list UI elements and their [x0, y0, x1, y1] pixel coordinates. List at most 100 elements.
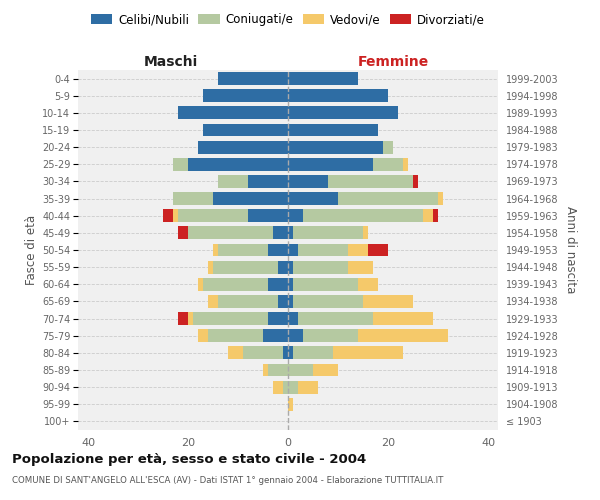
Bar: [263, 330, 288, 342]
Bar: [373, 158, 403, 170]
Bar: [288, 226, 293, 239]
Bar: [213, 192, 288, 205]
Bar: [248, 210, 288, 222]
Bar: [188, 226, 273, 239]
Text: Maschi: Maschi: [144, 55, 198, 69]
Bar: [363, 226, 368, 239]
Bar: [288, 346, 293, 360]
Bar: [298, 380, 318, 394]
Bar: [218, 72, 288, 85]
Bar: [188, 158, 288, 170]
Bar: [383, 140, 393, 153]
Bar: [188, 312, 193, 325]
Bar: [303, 330, 358, 342]
Bar: [263, 364, 268, 376]
Bar: [288, 210, 303, 222]
Bar: [198, 330, 208, 342]
Bar: [288, 72, 358, 85]
Bar: [293, 260, 348, 274]
Bar: [198, 278, 203, 290]
Bar: [288, 140, 383, 153]
Bar: [288, 124, 378, 136]
Bar: [293, 226, 363, 239]
Bar: [268, 364, 288, 376]
Bar: [248, 175, 288, 188]
Bar: [293, 278, 358, 290]
Bar: [213, 260, 278, 274]
Bar: [288, 364, 313, 376]
Bar: [288, 380, 298, 394]
Bar: [288, 312, 298, 325]
Bar: [273, 226, 288, 239]
Bar: [218, 244, 268, 256]
Bar: [313, 364, 338, 376]
Bar: [338, 192, 438, 205]
Bar: [193, 312, 268, 325]
Bar: [288, 398, 293, 410]
Bar: [288, 278, 293, 290]
Bar: [303, 210, 423, 222]
Bar: [363, 295, 413, 308]
Bar: [208, 330, 263, 342]
Y-axis label: Fasce di età: Fasce di età: [25, 215, 38, 285]
Bar: [283, 380, 288, 394]
Bar: [288, 192, 338, 205]
Bar: [288, 244, 298, 256]
Bar: [358, 330, 448, 342]
Bar: [198, 140, 288, 153]
Bar: [348, 260, 373, 274]
Bar: [163, 210, 173, 222]
Bar: [373, 312, 433, 325]
Text: COMUNE DI SANT'ANGELO ALL'ESCA (AV) - Dati ISTAT 1° gennaio 2004 - Elaborazione : COMUNE DI SANT'ANGELO ALL'ESCA (AV) - Da…: [12, 476, 443, 485]
Bar: [218, 295, 278, 308]
Bar: [173, 210, 178, 222]
Bar: [403, 158, 408, 170]
Text: Popolazione per età, sesso e stato civile - 2004: Popolazione per età, sesso e stato civil…: [12, 452, 366, 466]
Bar: [218, 175, 248, 188]
Bar: [288, 295, 293, 308]
Bar: [208, 295, 218, 308]
Bar: [178, 210, 248, 222]
Bar: [208, 260, 213, 274]
Bar: [173, 158, 188, 170]
Bar: [243, 346, 283, 360]
Bar: [203, 124, 288, 136]
Bar: [268, 244, 288, 256]
Bar: [288, 260, 293, 274]
Bar: [273, 380, 283, 394]
Y-axis label: Anni di nascita: Anni di nascita: [564, 206, 577, 294]
Bar: [278, 295, 288, 308]
Bar: [293, 346, 333, 360]
Bar: [178, 226, 188, 239]
Bar: [178, 106, 288, 120]
Bar: [283, 346, 288, 360]
Bar: [433, 210, 438, 222]
Bar: [178, 312, 188, 325]
Bar: [413, 175, 418, 188]
Bar: [203, 90, 288, 102]
Bar: [288, 158, 373, 170]
Bar: [288, 106, 398, 120]
Bar: [348, 244, 368, 256]
Bar: [228, 346, 243, 360]
Bar: [298, 312, 373, 325]
Bar: [328, 175, 413, 188]
Bar: [203, 278, 268, 290]
Bar: [278, 260, 288, 274]
Bar: [368, 244, 388, 256]
Bar: [288, 175, 328, 188]
Bar: [358, 278, 378, 290]
Bar: [173, 192, 213, 205]
Bar: [293, 295, 363, 308]
Bar: [288, 330, 303, 342]
Bar: [213, 244, 218, 256]
Bar: [423, 210, 433, 222]
Bar: [288, 90, 388, 102]
Legend: Celibi/Nubili, Coniugati/e, Vedovi/e, Divorziati/e: Celibi/Nubili, Coniugati/e, Vedovi/e, Di…: [86, 8, 490, 31]
Bar: [298, 244, 348, 256]
Bar: [333, 346, 403, 360]
Bar: [438, 192, 443, 205]
Bar: [268, 278, 288, 290]
Bar: [268, 312, 288, 325]
Text: Femmine: Femmine: [358, 55, 428, 69]
